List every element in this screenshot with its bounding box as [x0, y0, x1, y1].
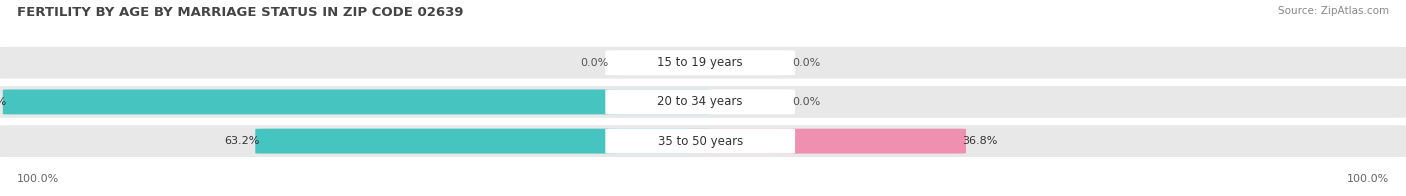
Text: 100.0%: 100.0% — [0, 97, 7, 107]
Text: FERTILITY BY AGE BY MARRIAGE STATUS IN ZIP CODE 02639: FERTILITY BY AGE BY MARRIAGE STATUS IN Z… — [17, 6, 464, 19]
Text: 36.8%: 36.8% — [962, 136, 997, 146]
Text: Source: ZipAtlas.com: Source: ZipAtlas.com — [1278, 6, 1389, 16]
Text: 35 to 50 years: 35 to 50 years — [658, 135, 742, 148]
FancyBboxPatch shape — [689, 129, 966, 154]
FancyBboxPatch shape — [3, 89, 711, 114]
Text: 0.0%: 0.0% — [579, 58, 609, 68]
FancyBboxPatch shape — [0, 86, 1406, 118]
Text: 0.0%: 0.0% — [793, 97, 821, 107]
FancyBboxPatch shape — [0, 125, 1406, 157]
FancyBboxPatch shape — [0, 47, 1406, 79]
Text: 100.0%: 100.0% — [17, 174, 59, 184]
Text: 15 to 19 years: 15 to 19 years — [658, 56, 742, 69]
FancyBboxPatch shape — [606, 50, 796, 75]
Text: 63.2%: 63.2% — [224, 136, 260, 146]
Text: 20 to 34 years: 20 to 34 years — [658, 95, 742, 108]
FancyBboxPatch shape — [606, 89, 796, 114]
Text: 0.0%: 0.0% — [793, 58, 821, 68]
FancyBboxPatch shape — [606, 129, 796, 154]
FancyBboxPatch shape — [256, 129, 711, 154]
Text: 100.0%: 100.0% — [1347, 174, 1389, 184]
